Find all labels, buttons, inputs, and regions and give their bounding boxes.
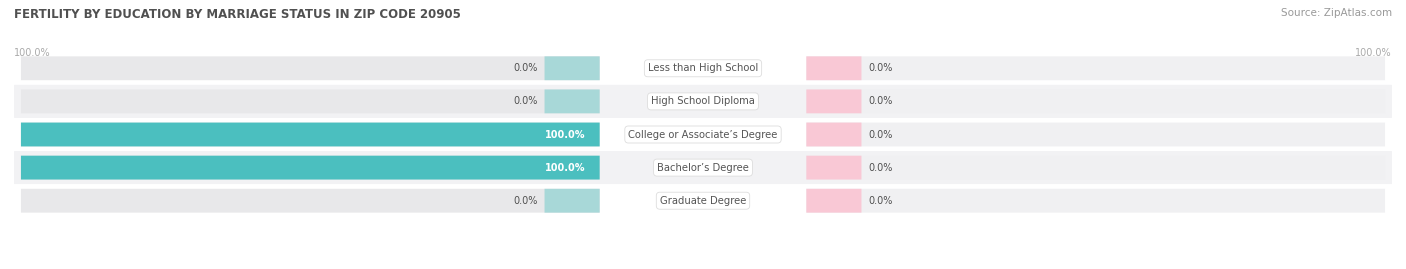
FancyBboxPatch shape bbox=[14, 118, 1392, 151]
FancyBboxPatch shape bbox=[807, 90, 862, 113]
FancyBboxPatch shape bbox=[21, 189, 599, 213]
FancyBboxPatch shape bbox=[544, 189, 599, 213]
FancyBboxPatch shape bbox=[807, 123, 862, 146]
FancyBboxPatch shape bbox=[807, 90, 1385, 113]
FancyBboxPatch shape bbox=[14, 151, 1392, 184]
Text: 100.0%: 100.0% bbox=[1355, 48, 1392, 58]
Text: 0.0%: 0.0% bbox=[869, 63, 893, 73]
FancyBboxPatch shape bbox=[14, 52, 1392, 85]
FancyBboxPatch shape bbox=[21, 123, 599, 146]
FancyBboxPatch shape bbox=[14, 85, 1392, 118]
Text: 100.0%: 100.0% bbox=[14, 48, 51, 58]
FancyBboxPatch shape bbox=[544, 56, 599, 80]
FancyBboxPatch shape bbox=[807, 156, 862, 179]
Text: Graduate Degree: Graduate Degree bbox=[659, 196, 747, 206]
Text: 0.0%: 0.0% bbox=[513, 63, 537, 73]
Text: 100.0%: 100.0% bbox=[546, 129, 586, 140]
Text: Less than High School: Less than High School bbox=[648, 63, 758, 73]
FancyBboxPatch shape bbox=[21, 123, 599, 146]
FancyBboxPatch shape bbox=[807, 189, 862, 213]
FancyBboxPatch shape bbox=[21, 56, 599, 80]
Text: 0.0%: 0.0% bbox=[513, 96, 537, 107]
FancyBboxPatch shape bbox=[807, 189, 1385, 213]
Text: 0.0%: 0.0% bbox=[513, 196, 537, 206]
FancyBboxPatch shape bbox=[807, 123, 1385, 146]
FancyBboxPatch shape bbox=[807, 156, 1385, 179]
FancyBboxPatch shape bbox=[14, 184, 1392, 217]
FancyBboxPatch shape bbox=[21, 156, 599, 179]
FancyBboxPatch shape bbox=[21, 156, 599, 179]
Text: 0.0%: 0.0% bbox=[869, 96, 893, 107]
Text: 100.0%: 100.0% bbox=[546, 162, 586, 173]
Text: Bachelor’s Degree: Bachelor’s Degree bbox=[657, 162, 749, 173]
FancyBboxPatch shape bbox=[807, 56, 862, 80]
FancyBboxPatch shape bbox=[21, 90, 599, 113]
Text: 0.0%: 0.0% bbox=[869, 129, 893, 140]
Text: 0.0%: 0.0% bbox=[869, 196, 893, 206]
Text: High School Diploma: High School Diploma bbox=[651, 96, 755, 107]
FancyBboxPatch shape bbox=[544, 90, 599, 113]
Text: College or Associate’s Degree: College or Associate’s Degree bbox=[628, 129, 778, 140]
Text: 0.0%: 0.0% bbox=[869, 162, 893, 173]
FancyBboxPatch shape bbox=[807, 56, 1385, 80]
Text: FERTILITY BY EDUCATION BY MARRIAGE STATUS IN ZIP CODE 20905: FERTILITY BY EDUCATION BY MARRIAGE STATU… bbox=[14, 8, 461, 21]
Text: Source: ZipAtlas.com: Source: ZipAtlas.com bbox=[1281, 8, 1392, 18]
